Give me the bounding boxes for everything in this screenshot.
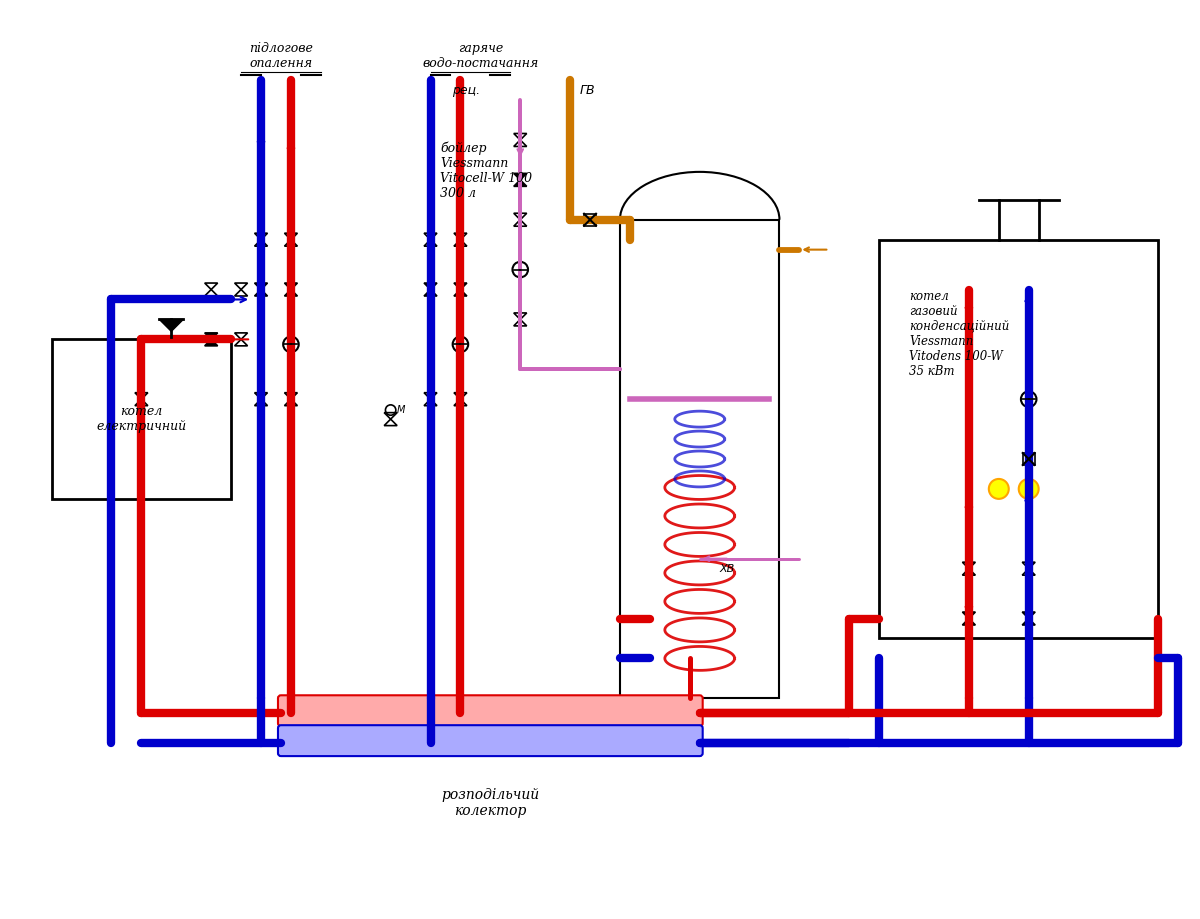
Polygon shape <box>254 289 268 296</box>
Polygon shape <box>424 289 437 296</box>
Polygon shape <box>962 618 976 625</box>
Bar <box>620 220 780 698</box>
Polygon shape <box>454 283 467 289</box>
Polygon shape <box>205 339 217 346</box>
Bar <box>880 240 1158 639</box>
Polygon shape <box>205 333 217 339</box>
Polygon shape <box>284 283 298 289</box>
Bar <box>52 339 232 499</box>
Text: M: M <box>397 405 406 415</box>
Bar <box>1022 453 1034 465</box>
Polygon shape <box>424 283 437 289</box>
Text: ХВ: ХВ <box>720 563 734 573</box>
Polygon shape <box>514 180 527 187</box>
Polygon shape <box>962 612 976 618</box>
Bar <box>584 214 596 226</box>
Polygon shape <box>514 174 527 180</box>
Polygon shape <box>454 289 467 296</box>
FancyBboxPatch shape <box>278 725 703 756</box>
Text: котел
електричний: котел електричний <box>96 405 186 433</box>
Text: бойлер
Viessmann
Vitocell-W 100
300 л: бойлер Viessmann Vitocell-W 100 300 л <box>440 142 533 199</box>
Text: гаряче
водо-постачання: гаряче водо-постачання <box>422 42 539 70</box>
Polygon shape <box>254 283 268 289</box>
Text: котел
газовий
конденсаційний
Viessmann
Vitodens 100-W
35 кВт: котел газовий конденсаційний Viessmann V… <box>910 289 1009 378</box>
Text: розподільчий
колектор: розподільчий колектор <box>442 788 539 818</box>
Text: рец.: рец. <box>452 84 480 96</box>
Polygon shape <box>1022 618 1036 625</box>
Polygon shape <box>160 320 184 332</box>
Text: ГВ: ГВ <box>580 84 595 96</box>
Circle shape <box>1019 479 1039 499</box>
Text: підлогове
опалення: підлогове опалення <box>250 42 313 70</box>
Circle shape <box>989 479 1009 499</box>
Polygon shape <box>284 289 298 296</box>
Polygon shape <box>1022 612 1036 618</box>
FancyBboxPatch shape <box>278 696 703 726</box>
